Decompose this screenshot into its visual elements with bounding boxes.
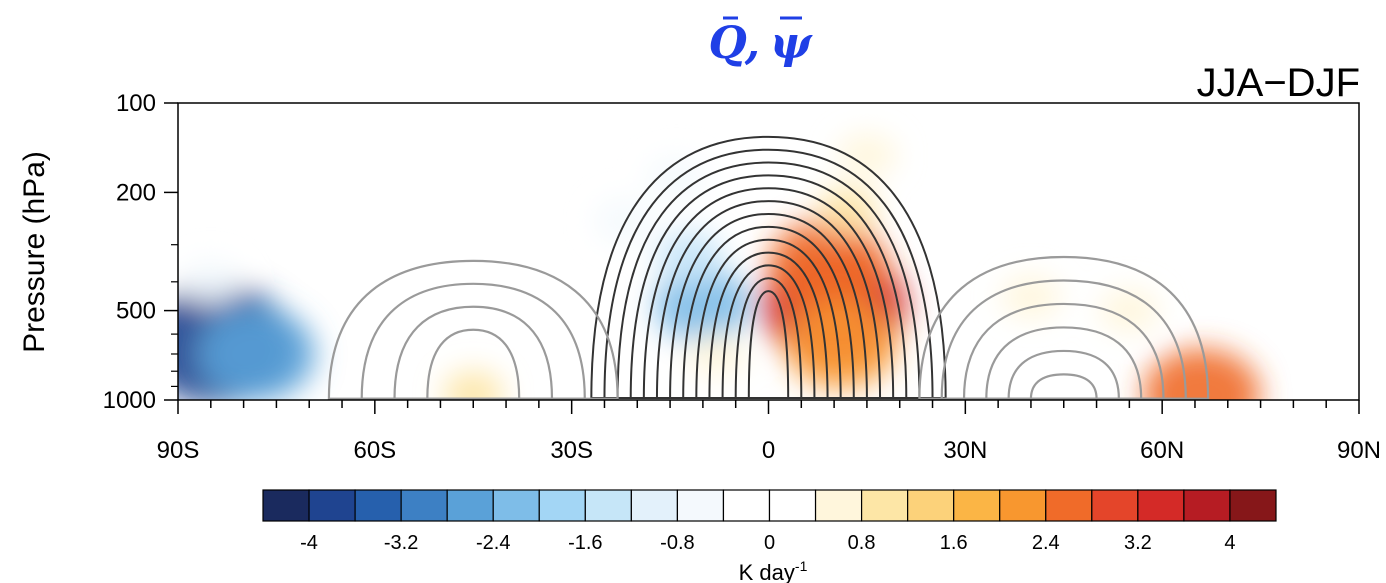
y-axis-label: Pressure (hPa) (18, 151, 51, 353)
x-tick-label: 60S (353, 437, 396, 464)
colorbar-tick-label: 2.4 (1032, 532, 1060, 554)
contour-line (708, 251, 829, 400)
y-tick-label: 500 (116, 298, 156, 325)
x-tick-label: 90N (1337, 437, 1381, 464)
plot-area (178, 133, 1261, 400)
contour-line (642, 187, 895, 400)
colorbar-swatch (953, 489, 1001, 522)
shading-cell (836, 133, 897, 178)
title-separator: , (744, 18, 760, 69)
colorbar-swatch (1091, 489, 1139, 522)
colorbar-swatch (308, 489, 356, 522)
contour-line (1029, 373, 1098, 400)
contour-line (918, 255, 1210, 400)
axes: 90S 60S 30S 0 30N 60N 90N 100 200 500 1000 (103, 90, 1381, 464)
contour-line (603, 148, 934, 400)
colorbar-swatch (492, 489, 540, 522)
colorbar-swatch (584, 489, 632, 522)
contour-line (682, 225, 855, 400)
title-psi: ψ (770, 18, 813, 69)
colorbar-swatch (354, 489, 402, 522)
shading-cell (180, 259, 241, 304)
contour-line (721, 264, 816, 400)
shading-cell (594, 199, 655, 244)
colorbar-tick-label: 1.6 (940, 532, 968, 554)
contour-line (360, 282, 586, 400)
x-tick-label: 90S (157, 437, 200, 464)
colorbar-unit: K day (739, 560, 795, 583)
shading-cell (197, 307, 316, 400)
colorbar-swatch (768, 489, 817, 522)
colorbar-swatch (630, 489, 679, 522)
colorbar-swatch (1229, 489, 1277, 522)
contour-line (629, 174, 908, 400)
colorbar-swatch (262, 489, 310, 522)
colorbar-swatch (1045, 489, 1093, 522)
colorbar-swatch (676, 489, 725, 522)
colorbar-swatch (860, 489, 909, 522)
title-q: Q (709, 18, 747, 69)
x-tick-label: 30N (943, 437, 987, 464)
colorbar-unit-exponent: -1 (795, 558, 808, 574)
colorbar-swatch (907, 489, 955, 522)
colorbar-tick-label: 0 (764, 532, 775, 554)
colorbar-tick-label: -2.4 (476, 532, 510, 554)
contour-line (747, 290, 790, 400)
x-tick-label: 60N (1140, 437, 1184, 464)
contour-line (940, 279, 1187, 400)
contour-line (426, 328, 521, 400)
x-tick-label: 30S (550, 437, 593, 464)
colorbar-tick-label: 0.8 (848, 532, 876, 554)
y-tick-label: 1000 (103, 387, 156, 414)
contour-line (327, 259, 619, 400)
shading-cell (443, 370, 504, 400)
streamfunction-contours (327, 135, 1210, 400)
contour-line (695, 238, 842, 400)
colorbar-swatch (400, 489, 448, 522)
shading-cell (1099, 288, 1160, 333)
x-tick-label: 0 (762, 437, 775, 464)
colorbar-tick-label: -0.8 (660, 532, 694, 554)
colorbar-swatch (722, 489, 771, 522)
shading-cell (686, 331, 747, 376)
colorbar-swatch (1137, 489, 1185, 522)
chart-title: Q, ψ (709, 18, 813, 69)
colorbar-tick-label: -1.6 (568, 532, 602, 554)
y-tick-label: 100 (116, 90, 156, 117)
contour-line (669, 212, 868, 400)
shading-cell (1142, 348, 1261, 400)
contour-line (393, 305, 554, 400)
contour-line (655, 200, 882, 400)
colorbar-swatch (446, 489, 494, 522)
contour-line (1007, 349, 1120, 400)
contour-line (962, 302, 1165, 400)
contour-line (616, 161, 921, 400)
colorbar-swatch (1183, 489, 1231, 522)
colorbar-tick-label: -3.2 (384, 532, 418, 554)
contour-line (734, 277, 803, 400)
contour-line (985, 326, 1143, 400)
y-tick-label: 200 (116, 179, 156, 206)
season-label: JJA−DJF (1197, 61, 1360, 105)
colorbar-tick-label: -4 (300, 532, 318, 554)
colorbar-tick-label: 4 (1224, 532, 1235, 554)
colorbar-label: K day-1 (739, 558, 808, 583)
colorbar-swatch (999, 489, 1047, 522)
contour-line (590, 135, 947, 400)
colorbar: -4 -3.2 -2.4 -1.6 -0.8 0 0.8 1.6 2.4 3.2 4 (262, 489, 1277, 554)
colorbar-swatch (814, 489, 863, 522)
colorbar-tick-label: 3.2 (1124, 532, 1152, 554)
colorbar-swatch (538, 489, 586, 522)
